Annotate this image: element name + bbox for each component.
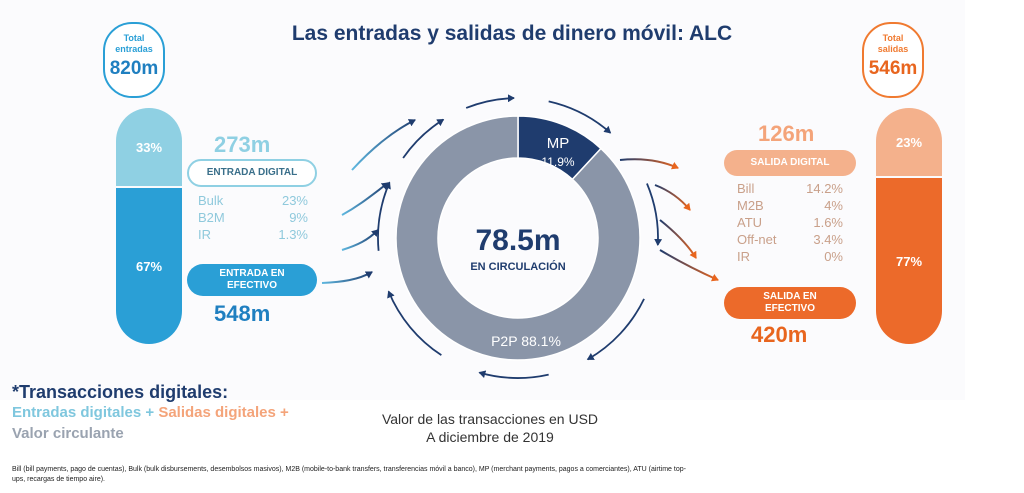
p2p-segment: [395, 115, 641, 361]
cash-inflow-label-line2: EFECTIVO: [226, 280, 277, 291]
outflow-breakdown-value: 3.4%: [813, 232, 843, 247]
inflows-digital-share: 33%: [116, 108, 182, 186]
note-outflows-text: Salidas digitales +: [158, 404, 289, 421]
total-outflows-badge: Total salidas 546m: [862, 22, 924, 98]
inflow-breakdown-row: IR 1.3%: [198, 227, 308, 244]
total-inflows-value: 820m: [109, 58, 159, 79]
orbit-arrow: [586, 298, 645, 361]
cash-outflow-label-line1: SALIDA EN: [763, 291, 817, 302]
total-inflows-label-line2: entradas: [115, 44, 153, 54]
total-inflows-label-line1: Total: [123, 33, 145, 43]
outflow-breakdown-name: IR: [737, 249, 750, 264]
inflow-breakdown-name: B2M: [198, 210, 225, 225]
inflow-breakdown-value: 1.3%: [278, 227, 308, 242]
inflow-breakdown-row: B2M 9%: [198, 210, 308, 227]
value-note-line2: A diciembre de 2019: [426, 429, 554, 445]
inflow-breakdown-value: 23%: [281, 193, 308, 208]
p2p-label: P2P 88.1%: [491, 333, 561, 349]
total-outflows-label-line1: Total: [882, 33, 904, 43]
orbit-arrow: [387, 290, 442, 356]
inflow-breakdown-value: 9%: [289, 210, 308, 225]
outflow-breakdown-name: M2B: [737, 198, 764, 213]
note-inflows-text: Entradas digitales +: [12, 404, 159, 421]
digital-transactions-note-title: *Transacciones digitales:: [12, 382, 229, 402]
outflow-breakdown-row: Off-net 3.4%: [737, 232, 843, 249]
outflow-breakdown: Bill 14.2% M2B 4% ATU 1.6% Off-net 3.4% IR 0%: [737, 181, 843, 266]
orbit-arrow: [478, 370, 549, 379]
outflow-breakdown-name: ATU: [737, 215, 763, 230]
orbit-arrow: [548, 100, 612, 134]
outflow-breakdown-value: 14.2%: [806, 181, 843, 196]
total-outflows-label-line2: salidas: [877, 44, 909, 54]
cash-outflow-label: SALIDA EN EFECTIVO: [724, 287, 856, 319]
value-note-line1: Valor de las transacciones en USD: [381, 411, 599, 427]
orbit-arrow: [646, 183, 663, 246]
note-circulating-text: Valor circulante: [12, 425, 124, 442]
page-title: Las entradas y salidas de dinero móvil: …: [291, 22, 733, 45]
outflow-breakdown-value: 0%: [824, 249, 843, 264]
cash-inflow-label-line1: ENTRADA EN: [219, 268, 285, 279]
circulation-label: EN CIRCULACIÓN: [470, 260, 565, 273]
outflows-cash-share: 77%: [876, 178, 942, 344]
digital-inflow-amount: 273m: [214, 132, 271, 157]
inflow-breakdown: Bulk 23% B2M 9% IR 1.3%: [198, 193, 308, 244]
outflow-breakdown-row: M2B 4%: [737, 198, 843, 215]
orbit-arrow: [402, 118, 445, 159]
outflow-arrow: [619, 158, 679, 170]
inflows-bar: 33% 67%: [116, 108, 182, 344]
outflow-arrow: [659, 249, 719, 282]
inflow-arrow: [341, 229, 379, 251]
footnote: Bill (bill payments, pago de cuentas), B…: [12, 466, 686, 483]
cash-inflow-amount: 548m: [214, 301, 271, 326]
outflow-breakdown-name: Off-net: [737, 232, 777, 247]
outflows-bar: 23% 77%: [876, 108, 942, 344]
inflow-breakdown-name: Bulk: [198, 193, 224, 208]
total-outflows-label: Total salidas: [864, 33, 922, 55]
outflow-breakdown-row: ATU 1.6%: [737, 215, 843, 232]
inflow-arrow: [321, 271, 373, 284]
circulation-value: 78.5m: [475, 224, 560, 257]
outflow-breakdown-row: Bill 14.2%: [737, 181, 843, 198]
outflow-breakdown-value: 1.6%: [813, 215, 843, 230]
circulation-arrows: [377, 94, 663, 379]
cash-inflow-label: ENTRADA EN EFECTIVO: [187, 264, 317, 296]
digital-inflow-label: ENTRADA DIGITAL: [187, 159, 317, 187]
outflow-breakdown-row: IR 0%: [737, 249, 843, 266]
outflow-arrow: [654, 184, 691, 211]
orbit-arrow: [465, 94, 515, 109]
digital-outflow-amount: 126m: [758, 121, 815, 146]
cash-outflow-label-line2: EFECTIVO: [764, 303, 815, 314]
inflows-cash-share: 67%: [116, 188, 182, 344]
outflow-arrow: [659, 219, 697, 259]
digital-outflow-label: SALIDA DIGITAL: [724, 150, 856, 176]
total-outflows-value: 546m: [868, 58, 918, 79]
inflow-breakdown-row: Bulk 23%: [198, 193, 308, 210]
mp-label: MP: [547, 135, 570, 152]
cash-outflow-amount: 420m: [751, 322, 808, 347]
circulation-ring: [395, 115, 641, 361]
total-inflows-badge: Total entradas 820m: [103, 22, 165, 98]
inflow-arrow: [351, 119, 416, 171]
digital-transactions-note-line1: Entradas digitales + Salidas digitales +: [12, 404, 289, 421]
outflow-breakdown-name: Bill: [737, 181, 755, 196]
orbit-arrow: [377, 181, 391, 251]
outflows-digital-share: 23%: [876, 108, 942, 176]
inflow-breakdown-name: IR: [198, 227, 211, 242]
value-note: Valor de las transacciones en USD A dici…: [380, 410, 600, 446]
total-inflows-label: Total entradas: [105, 33, 163, 55]
mp-value: 11.9%: [541, 155, 574, 169]
outflow-breakdown-value: 4%: [824, 198, 843, 213]
